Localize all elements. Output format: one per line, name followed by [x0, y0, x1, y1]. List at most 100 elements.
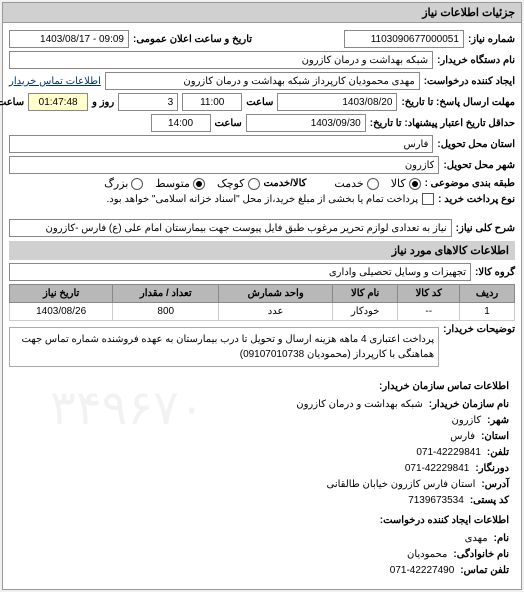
row-classification: طبقه بندی موضوعی : کالا خدمت کالا/خدمت ک…	[9, 177, 515, 190]
validity-time-input	[151, 114, 211, 132]
radio-large-icon	[131, 178, 143, 190]
radio-small-icon	[248, 178, 260, 190]
goods-section-title: اطلاعات کالاهای مورد نیاز	[9, 241, 515, 260]
validity-date-input	[246, 114, 366, 132]
creator-input	[105, 72, 420, 90]
creator-phone-value: 071-42227490	[390, 563, 455, 579]
radio-small[interactable]: کوچک	[217, 177, 260, 190]
buyer-org-label: نام دستگاه خریدار:	[437, 55, 515, 66]
creator-name-label: نام:	[494, 531, 509, 547]
time-label-2: ساعت	[215, 118, 242, 129]
radio-large[interactable]: بزرگ	[104, 177, 143, 190]
response-time-input	[182, 93, 242, 111]
size-label: کالا/خدمت	[264, 178, 307, 189]
response-date-input	[277, 93, 397, 111]
radio-medium[interactable]: متوسط	[155, 177, 205, 190]
buyer-notes-text: پرداخت اعتباری 4 ماهه هزینه ارسال و تحوی…	[9, 327, 439, 367]
contact-postal-label: کد پستی:	[470, 493, 509, 509]
contact-fax-label: دورنگار:	[475, 461, 509, 477]
radio-medium-label: متوسط	[155, 177, 190, 190]
td-3: عدد	[219, 303, 333, 321]
th-1: کد کالا	[398, 285, 460, 303]
th-0: ردیف	[460, 285, 515, 303]
contact-address-value: استان فارس کازرون خیابان طالقانی	[327, 477, 476, 493]
remaining-label: ساعت باقی مانده	[0, 97, 24, 108]
request-number-input	[344, 30, 464, 48]
radio-small-label: کوچک	[217, 177, 245, 190]
request-number-label: شماره نیاز:	[468, 34, 515, 45]
radio-goods[interactable]: کالا	[391, 177, 421, 190]
radio-service-label: خدمت	[334, 177, 363, 190]
need-title-input	[9, 219, 452, 237]
contact-phone-value: 071-42229841	[416, 445, 481, 461]
panel-body: شماره نیاز: تاریخ و ساعت اعلان عمومی: نا…	[3, 23, 521, 589]
contact-city-value: کازرون	[452, 413, 482, 429]
td-2: خودکار	[332, 303, 397, 321]
classification-radios: کالا خدمت	[334, 177, 420, 190]
td-0: 1	[460, 303, 515, 321]
goods-group-label: گروه کالا:	[475, 267, 515, 278]
days-label: روز و	[92, 97, 114, 108]
contact-city-label: شهر:	[487, 413, 509, 429]
validity-label: حداقل تاریخ اعتبار پیشنهاد: تا تاریخ:	[370, 118, 515, 129]
province-input	[9, 135, 433, 153]
row-goods-group: گروه کالا:	[9, 263, 515, 281]
city-input	[9, 156, 439, 174]
panel-title: جزئیات اطلاعات نیاز	[3, 3, 521, 23]
radio-goods-label: کالا	[391, 177, 406, 190]
org-name-value: شبکه بهداشت و درمان کازرون	[296, 397, 423, 413]
contact-province-label: استان:	[481, 429, 509, 445]
public-datetime-input	[9, 30, 129, 48]
contact-phone-label: تلفن:	[487, 445, 509, 461]
contact-link[interactable]: اطلاعات تماس خریدار	[9, 76, 101, 87]
td-1: --	[398, 303, 460, 321]
contact-section: اطلاعات تماس سازمان خریدار: نام سازمان خ…	[9, 373, 515, 585]
radio-service[interactable]: خدمت	[334, 177, 378, 190]
radio-service-icon	[367, 178, 379, 190]
buyer-notes-label: توضیحات خریدار:	[443, 324, 515, 335]
contact-fax-value: 071-42229841	[405, 461, 470, 477]
radio-large-label: بزرگ	[104, 177, 128, 190]
row-buyer-org: نام دستگاه خریدار:	[9, 51, 515, 69]
row-request-number: شماره نیاز: تاریخ و ساعت اعلان عمومی:	[9, 30, 515, 48]
table-row: 1 -- خودکار عدد 800 1403/08/26	[10, 303, 515, 321]
creator-section-title: اطلاعات ایجاد کننده درخواست:	[15, 513, 509, 529]
contact-section-title: اطلاعات تماس سازمان خریدار:	[15, 379, 509, 395]
row-city: شهر محل تحویل:	[9, 156, 515, 174]
th-2: نام کالا	[332, 285, 397, 303]
org-name-label: نام سازمان خریدار:	[429, 397, 509, 413]
table-header-row: ردیف کد کالا نام کالا واحد شمارش تعداد /…	[10, 285, 515, 303]
td-4: 800	[113, 303, 219, 321]
creator-phone-label: تلفن تماس:	[460, 563, 509, 579]
goods-table: ردیف کد کالا نام کالا واحد شمارش تعداد /…	[9, 284, 515, 321]
row-creator: ایجاد کننده درخواست: اطلاعات تماس خریدار	[9, 72, 515, 90]
goods-group-input	[9, 263, 471, 281]
contact-postal-value: 7139673534	[408, 493, 464, 509]
size-radios: کوچک متوسط بزرگ	[104, 177, 259, 190]
th-5: تاریخ نیاز	[10, 285, 113, 303]
classification-label: طبقه بندی موضوعی :	[425, 178, 515, 189]
row-validity: حداقل تاریخ اعتبار پیشنهاد: تا تاریخ: سا…	[9, 114, 515, 132]
creator-name-value: مهدی	[465, 531, 488, 547]
city-label: شهر محل تحویل:	[443, 160, 515, 171]
days-input	[118, 93, 178, 111]
td-5: 1403/08/26	[10, 303, 113, 321]
remaining-time-input	[28, 93, 88, 111]
creator-surname-label: نام خانوادگی:	[453, 547, 509, 563]
response-deadline-label: مهلت ارسال پاسخ: تا تاریخ:	[401, 97, 515, 108]
buyer-org-input	[9, 51, 433, 69]
time-label-1: ساعت	[246, 97, 273, 108]
purchase-type-label: نوع پرداخت خرید :	[438, 194, 515, 205]
row-buyer-notes: توضیحات خریدار: پرداخت اعتباری 4 ماهه هز…	[9, 324, 515, 370]
purchase-type-note: پرداخت تمام یا بخشی از مبلغ خرید،از محل …	[107, 194, 419, 205]
radio-medium-icon	[193, 178, 205, 190]
creator-surname-value: محمودیان	[407, 547, 447, 563]
th-4: تعداد / مقدار	[113, 285, 219, 303]
purchase-type-checkbox[interactable]	[422, 193, 434, 205]
contact-province-value: فارس	[450, 429, 475, 445]
province-label: استان محل تحویل:	[437, 139, 515, 150]
radio-goods-icon	[409, 178, 421, 190]
need-title-label: شرح کلی نیاز:	[456, 223, 515, 234]
creator-label: ایجاد کننده درخواست:	[424, 76, 515, 87]
contact-address-label: آدرس:	[481, 477, 509, 493]
